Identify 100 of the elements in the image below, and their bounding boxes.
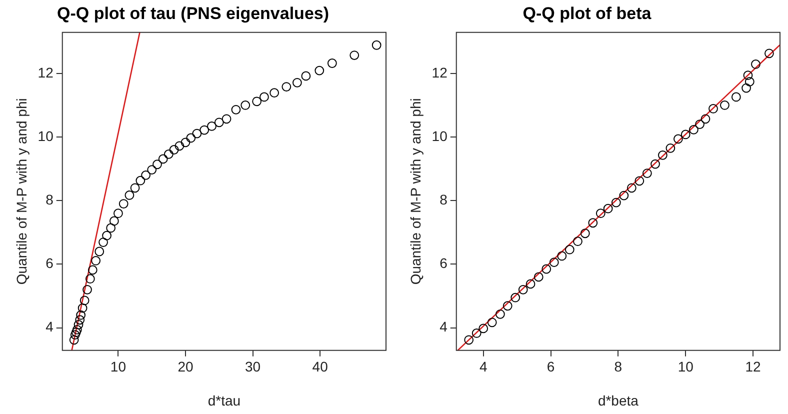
point — [557, 251, 567, 261]
point — [764, 48, 774, 58]
point — [118, 199, 128, 208]
point — [71, 328, 81, 337]
point — [666, 143, 676, 153]
point — [350, 50, 360, 60]
y-axis-title: Quantile of M-P with y and phi — [407, 98, 424, 285]
point — [82, 284, 92, 294]
y-tick-label: 6 — [440, 255, 448, 272]
point — [680, 130, 690, 140]
point — [252, 96, 262, 106]
y-tick-label: 12 — [38, 64, 54, 80]
x-axis-title: d*beta — [598, 392, 639, 408]
y-tick-label: 4 — [440, 318, 448, 335]
point — [301, 71, 311, 81]
point — [231, 104, 241, 114]
point — [634, 176, 644, 186]
point — [109, 216, 119, 226]
point — [549, 258, 559, 268]
point — [626, 183, 636, 193]
y-tick-label: 8 — [46, 191, 54, 208]
point — [542, 264, 552, 274]
point — [534, 272, 544, 282]
chart-title: Q-Q plot of tau (PNS eigenvalues) — [56, 4, 330, 23]
x-tick-label: 4 — [479, 358, 488, 375]
x-tick-label: 12 — [745, 358, 762, 375]
point — [464, 335, 474, 345]
point — [88, 265, 98, 275]
point — [124, 190, 134, 200]
point — [596, 208, 606, 218]
point — [611, 198, 621, 208]
point — [158, 154, 168, 164]
y-tick-label: 6 — [46, 255, 54, 272]
point — [78, 303, 88, 313]
point — [720, 100, 730, 110]
point — [102, 230, 112, 240]
point — [700, 114, 710, 124]
x-tick-label: 10 — [678, 358, 694, 375]
point — [580, 228, 590, 238]
point — [695, 120, 704, 129]
point — [114, 208, 123, 218]
point — [327, 58, 337, 68]
x-tick-label: 40 — [312, 358, 328, 375]
point — [573, 236, 582, 246]
y-tick-label: 10 — [38, 128, 54, 144]
point — [240, 100, 250, 110]
point — [510, 292, 520, 302]
point — [136, 176, 146, 186]
point — [502, 301, 512, 311]
point — [106, 223, 116, 233]
point — [751, 60, 760, 69]
chart-title: Q-Q plot of beta — [522, 4, 652, 23]
point — [130, 183, 140, 193]
point — [94, 246, 104, 256]
point — [708, 104, 718, 114]
point — [650, 159, 660, 169]
point — [642, 168, 652, 178]
x-tick-label: 8 — [614, 358, 622, 375]
y-tick-label: 12 — [432, 64, 448, 80]
y-tick-label: 4 — [46, 318, 54, 335]
point — [147, 165, 157, 174]
point — [214, 118, 224, 128]
point — [270, 88, 280, 98]
x-tick-label: 20 — [178, 358, 194, 375]
point — [75, 315, 85, 325]
point — [689, 125, 698, 134]
point — [207, 122, 216, 131]
point — [200, 125, 210, 135]
point — [180, 138, 190, 148]
point — [487, 318, 497, 328]
point — [85, 274, 95, 284]
point — [588, 218, 598, 228]
point — [282, 82, 292, 92]
y-axis-title: Quantile of M-P with y and phi — [13, 98, 30, 285]
point — [222, 114, 232, 124]
point — [526, 279, 536, 289]
point — [74, 320, 84, 330]
point — [72, 325, 82, 334]
point — [292, 78, 302, 88]
y-tick-label: 10 — [432, 128, 448, 144]
point — [731, 92, 741, 102]
x-axis-title: d*tau — [208, 392, 241, 408]
point — [314, 66, 324, 76]
point — [69, 335, 79, 345]
y-tick-label: 8 — [440, 191, 448, 208]
point — [164, 149, 174, 159]
point — [169, 145, 179, 154]
point — [472, 328, 482, 338]
x-tick-label: 10 — [110, 358, 126, 375]
x-tick-label: 6 — [546, 358, 555, 375]
point — [495, 309, 505, 319]
point — [98, 238, 108, 247]
point — [673, 134, 683, 144]
point — [743, 70, 753, 80]
point — [141, 170, 151, 180]
point — [742, 83, 751, 93]
point — [619, 190, 629, 200]
point — [174, 141, 184, 151]
point — [260, 92, 269, 102]
point — [192, 128, 202, 138]
